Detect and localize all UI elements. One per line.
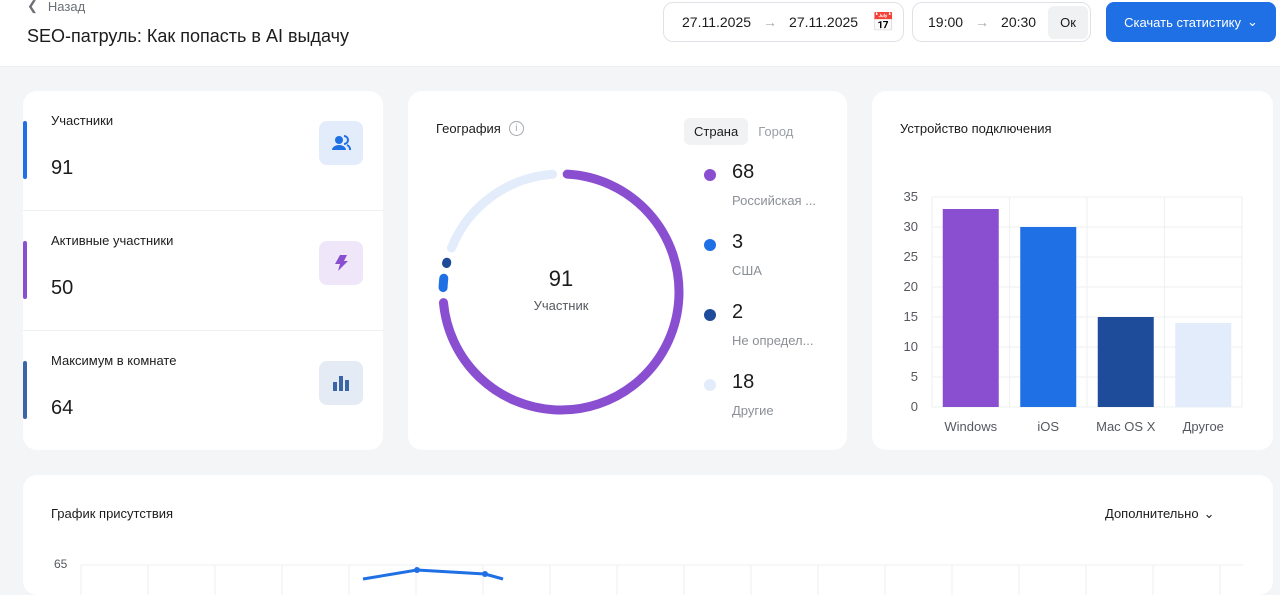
chevron-left-icon: ❮ [27,0,38,13]
donut-total: 91 [548,266,574,291]
stat-value: 91 [51,157,74,179]
donut-segment [438,169,684,415]
back-link[interactable]: ❮ Назад [27,0,85,14]
x-tick-label: iOS [1037,419,1059,434]
chevron-down-icon: ⌄ [1246,14,1258,29]
y-tick-label: 35 [904,189,918,204]
devices-bar-chart: 0 5 10 15 20 25 30 35 Windows iOS Mac OS X Другое [904,189,1243,434]
legend-dot [704,309,716,321]
y-tick-label: 10 [904,339,918,354]
geography-card: География i Страна Город 91 Участник 68 Ро… [408,91,847,450]
time-to[interactable]: 20:30 [1001,14,1037,30]
stat-label: Активные участники [51,233,174,248]
y-tick-label: 5 [911,369,918,384]
legend-dot [704,379,716,391]
geo-tabs: Страна Город [684,118,803,145]
more-label: Дополнительно [1105,506,1199,521]
back-label: Назад [47,0,86,14]
stat-label: Участники [51,113,114,128]
data-point [414,567,420,573]
y-tick-label: 25 [904,249,918,264]
download-label: Скачать статистику [1124,14,1241,30]
more-dropdown[interactable]: Дополнительно ⌄ [1105,506,1214,522]
lightning-icon [319,241,363,285]
bar-Mac OS X [1097,317,1154,407]
devices-title: Устройство подключения [900,121,1052,136]
tab-country[interactable]: Страна [684,118,749,145]
stat-max: Максимум в комнате 64 [23,331,383,450]
accent-bar [23,241,27,299]
data-point [482,571,488,577]
legend-value: 68 [732,161,755,183]
presence-title: График присутствия [51,506,174,521]
x-tick-label: Windows [944,419,997,434]
stat-active: Активные участники 50 [23,211,383,331]
date-to[interactable]: 27.11.2025 [789,14,859,30]
bar-Windows [942,209,999,407]
x-tick-label: Другое [1183,419,1224,434]
legend-dot [704,239,716,251]
donut-total-label: Участник [533,298,589,313]
arrow-right-icon: → [975,14,990,30]
stats-card: Участники 91 Активные участники 50 Макси… [23,91,383,450]
y-tick-label: 30 [904,219,918,234]
ok-button[interactable]: Ок [1048,5,1088,39]
bar-Другое [1175,323,1232,407]
tab-city[interactable]: Город [758,124,794,139]
donut-segment [438,169,684,415]
presence-chart [80,564,1243,595]
y-tick-label: 15 [904,309,918,324]
legend-dot [704,169,716,181]
calendar-icon[interactable]: 📅 [872,11,895,32]
x-tick-label: Mac OS X [1096,419,1156,434]
date-range-picker[interactable]: 27.11.2025 → 27.11.2025 📅 [663,2,904,42]
time-from[interactable]: 19:00 [928,14,964,30]
stat-participants: Участники 91 [23,91,383,211]
legend-label: Другие [732,403,774,418]
geography-donut [438,169,684,415]
accent-bar [23,361,27,419]
y-tick-label: 0 [911,399,918,414]
bar-iOS [1020,227,1077,407]
arrow-right-icon: → [763,14,778,30]
info-icon[interactable]: i [508,121,524,136]
legend-value: 18 [732,371,755,393]
date-from[interactable]: 27.11.2025 [682,14,752,30]
bar-chart-icon [319,361,363,405]
header: ❮ Назад SEO-патруль: Как попасть в AI выд… [0,0,1280,67]
y-tick: 65 [54,557,68,571]
stat-value: 50 [51,277,74,299]
stat-value: 64 [51,397,74,419]
chevron-down-icon: ⌄ [1203,506,1215,521]
page-title: SEO-патруль: Как попасть в AI выдачу [27,26,349,46]
legend-label: Российская ... [732,193,817,208]
presence-line [362,568,504,581]
legend-value: 3 [732,231,744,253]
y-tick-label: 20 [904,279,918,294]
accent-bar [23,121,27,179]
users-icon [319,121,363,165]
legend-label: США [732,263,762,278]
legend-label: Не определ... [732,333,814,348]
devices-card: Устройство подключения 0 5 10 15 20 25 30 35 Win… [872,91,1273,450]
time-range-picker[interactable]: 19:00 → 20:30 Ок [912,2,1091,42]
presence-card: График присутствия Дополнительно ⌄ 65 [23,475,1273,595]
stat-label: Максимум в комнате [51,353,177,368]
geography-title: География [436,121,501,136]
legend-value: 2 [732,301,744,323]
download-stats-button[interactable]: Скачать статистику ⌄ [1106,2,1276,42]
